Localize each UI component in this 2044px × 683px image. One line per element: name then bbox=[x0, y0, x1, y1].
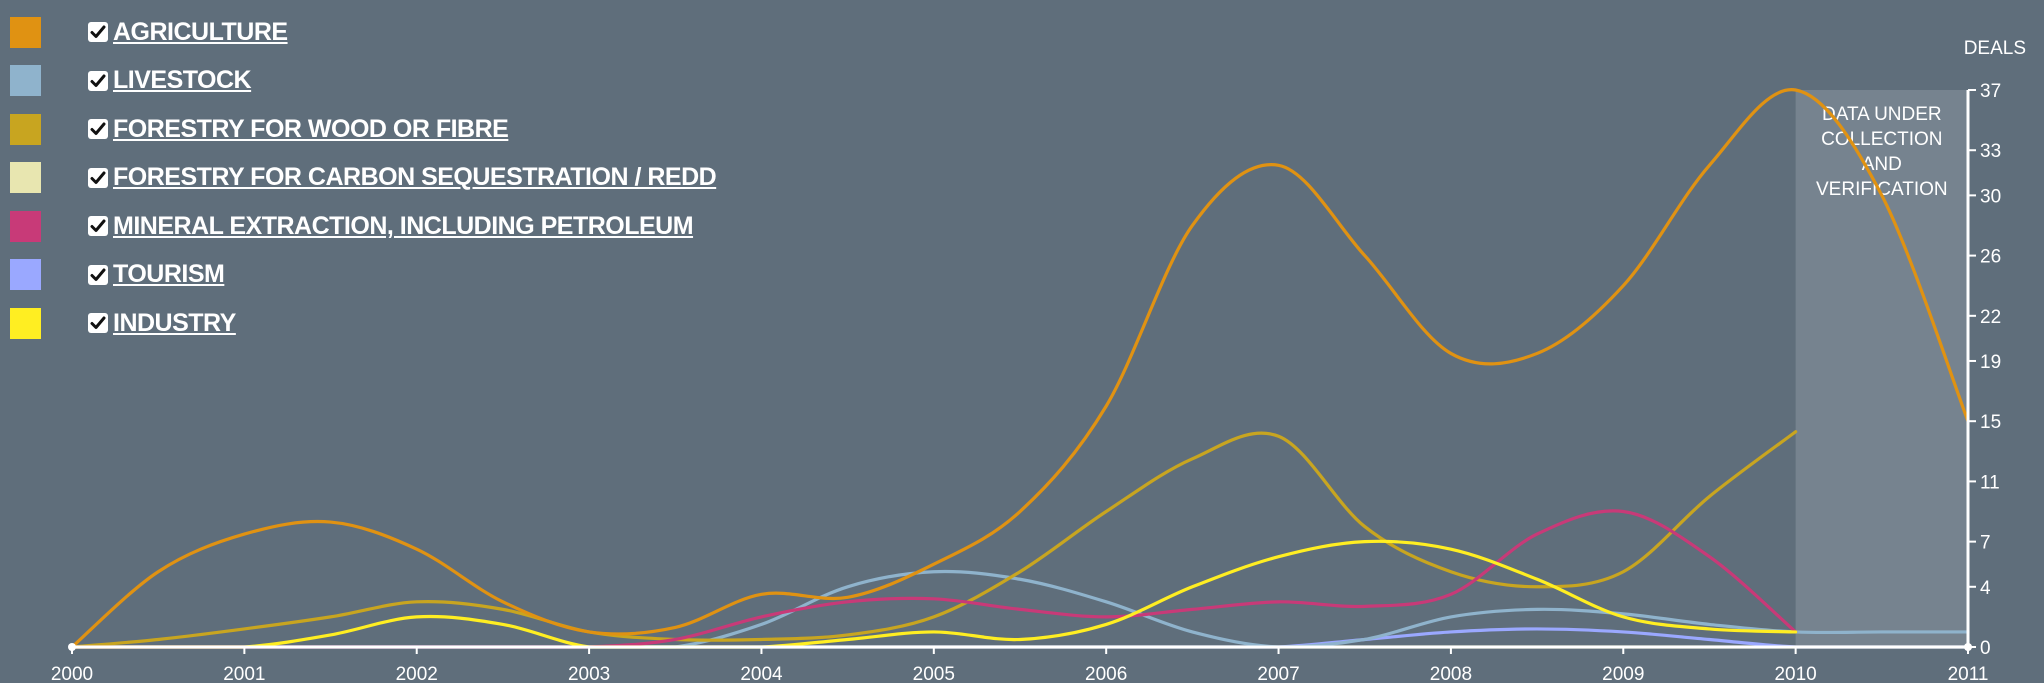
checkmark-icon bbox=[90, 219, 106, 233]
annotation-line: AND bbox=[1862, 154, 1902, 175]
legend-label[interactable]: LIVESTOCK bbox=[113, 66, 252, 95]
legend-checkbox[interactable] bbox=[88, 119, 108, 140]
annotation-line: COLLECTION bbox=[1821, 129, 1942, 150]
y-axis: 0 4 7 11 15 19 22 26 30 33 37 bbox=[1966, 81, 2001, 659]
y-tick-label: 30 bbox=[1980, 186, 2001, 207]
x-tick-label: 2006 bbox=[1085, 664, 1127, 683]
legend-swatch bbox=[10, 259, 41, 291]
x-tick-label: 2000 bbox=[51, 664, 93, 683]
x-tick-label: 2008 bbox=[1430, 664, 1472, 683]
checkmark-icon bbox=[90, 171, 106, 184]
legend-checkbox[interactable] bbox=[88, 264, 108, 285]
legend-item[interactable]: TOURISM bbox=[10, 251, 770, 300]
legend-swatch bbox=[10, 65, 41, 97]
series-line bbox=[70, 430, 1798, 649]
x-tick-label: 2007 bbox=[1257, 664, 1299, 683]
x-tick-label: 2001 bbox=[223, 664, 265, 683]
legend-item[interactable]: AGRICULTURE bbox=[10, 8, 770, 57]
series-line bbox=[70, 88, 1970, 649]
y-tick-label: 15 bbox=[1980, 412, 2001, 433]
legend-item[interactable]: FORESTRY FOR WOOD OR FIBRE bbox=[10, 105, 770, 154]
y-tick-label: 22 bbox=[1980, 307, 2001, 328]
legend-label[interactable]: MINERAL EXTRACTION, INCLUDING PETROLEUM bbox=[113, 211, 694, 240]
checkmark-icon bbox=[90, 25, 106, 39]
y-tick-label: 4 bbox=[1980, 578, 1991, 599]
x-tick-label: 2005 bbox=[913, 664, 955, 683]
legend-swatch bbox=[10, 113, 41, 145]
y-tick-label: 37 bbox=[1980, 81, 2001, 102]
legend-checkbox[interactable] bbox=[88, 167, 108, 188]
x-tick-label: 2010 bbox=[1774, 664, 1816, 683]
legend-checkbox[interactable] bbox=[88, 70, 108, 91]
annotation-line: DATA UNDER bbox=[1822, 104, 1942, 125]
legend-label[interactable]: FORESTRY FOR WOOD OR FIBRE bbox=[113, 114, 509, 143]
x-tick-label: 2009 bbox=[1602, 664, 1644, 683]
y-tick-label: 0 bbox=[1980, 638, 1991, 659]
x-axis: 2000 2001 2002 2003 2004 2005 2006 2007 2008 2009… bbox=[51, 643, 1989, 683]
checkmark-icon bbox=[90, 316, 106, 330]
legend-label[interactable]: FORESTRY FOR CARBON SEQUESTRATION / REDD bbox=[113, 163, 717, 192]
legend-checkbox[interactable] bbox=[88, 313, 108, 334]
legend-label[interactable]: INDUSTRY bbox=[113, 308, 236, 337]
legend-checkbox[interactable] bbox=[88, 22, 108, 43]
checkmark-icon bbox=[90, 122, 106, 136]
data-under-collection-region bbox=[1795, 90, 1968, 647]
y-tick-label: 11 bbox=[1980, 472, 2000, 493]
legend-item[interactable]: INDUSTRY bbox=[10, 299, 770, 348]
legend-swatch bbox=[10, 162, 41, 194]
y-tick-label: 19 bbox=[1980, 352, 2001, 373]
legend-checkbox[interactable] bbox=[88, 216, 108, 237]
legend-item[interactable]: MINERAL EXTRACTION, INCLUDING PETROLEUM bbox=[10, 202, 770, 251]
legend-label[interactable]: TOURISM bbox=[113, 260, 225, 289]
x-tick-label: 2011 bbox=[1948, 664, 1989, 683]
legend-item[interactable]: FORESTRY FOR CARBON SEQUESTRATION / REDD bbox=[10, 154, 770, 203]
x-axis-origin-dot bbox=[68, 643, 76, 651]
legend-swatch bbox=[10, 210, 41, 242]
annotation-line: VERIFICATION bbox=[1816, 179, 1948, 200]
x-tick-label: 2004 bbox=[740, 664, 783, 683]
y-tick-label: 33 bbox=[1980, 141, 2001, 162]
legend-item[interactable]: LIVESTOCK bbox=[10, 57, 770, 106]
series-line bbox=[70, 539, 1798, 649]
checkmark-icon bbox=[90, 74, 106, 87]
legend-label[interactable]: AGRICULTURE bbox=[113, 17, 288, 46]
legend-swatch bbox=[10, 307, 41, 339]
y-tick-label: 7 bbox=[1980, 533, 1991, 554]
x-tick-label: 2003 bbox=[568, 664, 610, 683]
x-tick-label: 2002 bbox=[396, 664, 438, 683]
checkmark-icon bbox=[90, 268, 106, 281]
data-under-collection-annotation: DATA UNDER COLLECTION AND VERIFICATION bbox=[1816, 104, 1948, 200]
y-axis-label: DEALS bbox=[1964, 38, 2026, 59]
y-tick-label: 26 bbox=[1980, 247, 2001, 268]
legend: AGRICULTURE LIVESTOCK FORESTRY FOR WOOD OR… bbox=[10, 8, 770, 348]
legend-swatch bbox=[10, 16, 41, 48]
